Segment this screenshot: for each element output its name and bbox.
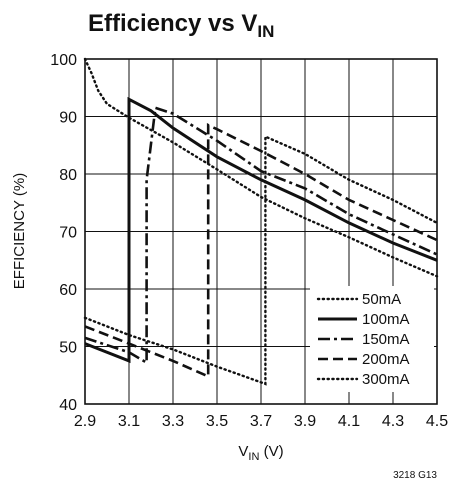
legend-label-200mA: 200mA <box>362 351 410 368</box>
y-tick-label: 40 <box>59 397 77 414</box>
y-tick-label: 80 <box>59 167 77 184</box>
series-line-50mA <box>83 57 439 278</box>
x-tick-label: 3.3 <box>162 413 184 430</box>
legend-label-50mA: 50mA <box>362 291 401 308</box>
legend-label-150mA: 150mA <box>362 331 410 348</box>
x-tick-label: 3.5 <box>206 413 228 430</box>
x-tick-label: 3.7 <box>250 413 272 430</box>
legend-label-300mA: 300mA <box>362 371 410 388</box>
x-tick-label: 2.9 <box>74 413 96 430</box>
series-line-100mA <box>84 96 438 364</box>
y-tick-label: 70 <box>59 225 77 242</box>
x-axis-label-prefix: V <box>238 443 248 460</box>
y-tick-label: 90 <box>59 110 77 127</box>
series-line-150mA <box>84 106 438 365</box>
x-tick-label: 4.5 <box>426 413 448 430</box>
chart-title-main: Efficiency vs V <box>88 10 257 37</box>
x-tick-label: 3.9 <box>294 413 316 430</box>
x-axis-label-suffix: (V) <box>259 443 283 460</box>
x-axis-label: VIN (V) <box>238 443 283 463</box>
x-tick-label: 4.1 <box>338 413 360 430</box>
legend-label-100mA: 100mA <box>362 311 410 328</box>
y-tick-label: 50 <box>59 340 77 357</box>
chart-title: Efficiency vs VIN <box>88 10 274 41</box>
chart-title-subscript: IN <box>257 22 274 41</box>
y-axis-label: EFFICIENCY (%) <box>11 173 28 289</box>
y-tick-label: 60 <box>59 282 77 299</box>
y-tick-label: 100 <box>50 52 77 69</box>
x-tick-label: 4.3 <box>382 413 404 430</box>
legend: 50mA 100mA 150mA 200mA 300mA <box>316 291 410 388</box>
tick-labels: 2.9 3.1 3.3 3.5 3.7 3.9 4.1 4.3 4.5 40 50 60 70 80 90 1… <box>50 52 448 430</box>
series-line-300mA <box>83 134 439 386</box>
legend-box <box>310 286 434 392</box>
x-axis-label-subscript: IN <box>248 451 259 463</box>
figure-footnote: 3218 G13 <box>393 470 437 481</box>
data-series <box>83 57 439 386</box>
series-line-200mA <box>84 123 438 379</box>
x-tick-label: 3.1 <box>118 413 140 430</box>
